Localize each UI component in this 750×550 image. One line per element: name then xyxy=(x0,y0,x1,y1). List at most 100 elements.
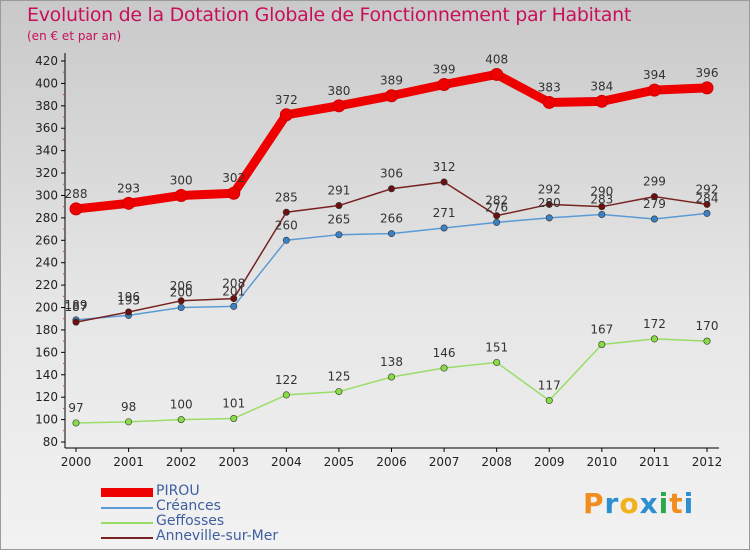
y-tick-label-240: 240 xyxy=(35,256,58,270)
y-tick-label-260: 260 xyxy=(35,233,58,247)
data-label-anneville-2006: 306 xyxy=(380,167,403,181)
x-tick-label-2012: 2012 xyxy=(692,455,723,469)
x-tick-label-2000: 2000 xyxy=(61,455,92,469)
data-label-geffosses-2012: 170 xyxy=(696,319,719,333)
data-label-anneville-2001: 196 xyxy=(117,290,140,304)
data-label-creances-2006: 266 xyxy=(380,212,403,226)
y-tick-label-200: 200 xyxy=(35,301,58,315)
point-pirou-2002 xyxy=(174,188,188,202)
point-anneville-2011 xyxy=(650,193,658,201)
legend-item-geffosses: Geffosses xyxy=(101,513,361,530)
x-tick-label-2009: 2009 xyxy=(534,455,565,469)
point-pirou-2010 xyxy=(595,94,609,108)
legend-item-pirou: PIROU xyxy=(101,483,361,500)
point-pirou-2006 xyxy=(385,89,398,103)
data-label-creances-2004: 260 xyxy=(275,218,298,232)
data-label-anneville-2003: 208 xyxy=(222,277,245,291)
point-geffosses-2011 xyxy=(650,335,658,343)
chart-title: Evolution de la Dotation Globale de Fonc… xyxy=(27,4,632,26)
point-anneville-2001 xyxy=(125,308,133,316)
data-label-creances-2009: 280 xyxy=(538,196,561,210)
point-geffosses-2010 xyxy=(598,341,606,349)
y-tick-label-300: 300 xyxy=(35,188,58,202)
point-pirou-2000 xyxy=(69,202,83,216)
data-label-pirou-2008: 408 xyxy=(485,52,508,66)
data-label-anneville-2012: 292 xyxy=(696,182,719,196)
point-geffosses-2007 xyxy=(440,364,448,372)
data-label-pirou-2010: 384 xyxy=(590,79,613,93)
x-tick-label-2007: 2007 xyxy=(429,455,460,469)
legend-item-creances: Créances xyxy=(101,498,361,515)
y-tick-label-360: 360 xyxy=(35,121,58,135)
data-label-creances-2001: 193 xyxy=(117,293,140,307)
x-tick-label-2006: 2006 xyxy=(376,455,407,469)
y-tick-label-100: 100 xyxy=(35,413,58,427)
point-creances-2012 xyxy=(703,209,711,217)
point-pirou-2003 xyxy=(227,186,241,200)
proxiti-letter: i xyxy=(658,487,670,520)
point-creances-2010 xyxy=(598,211,606,219)
data-label-geffosses-2004: 122 xyxy=(275,373,298,387)
y-tick-label-220: 220 xyxy=(35,278,58,292)
point-pirou-2011 xyxy=(647,83,661,97)
proxiti-letter: o xyxy=(619,487,640,520)
point-anneville-2006 xyxy=(387,185,395,193)
data-label-anneville-2010: 290 xyxy=(590,185,613,199)
point-creances-2003 xyxy=(230,302,238,310)
point-geffosses-2005 xyxy=(335,388,343,396)
data-label-geffosses-2009: 117 xyxy=(538,379,561,393)
x-tick-label-2001: 2001 xyxy=(113,455,144,469)
data-label-anneville-2009: 292 xyxy=(538,182,561,196)
point-pirou-2005 xyxy=(332,99,346,113)
legend-label-creances: Créances xyxy=(156,498,221,514)
x-tick-label-2011: 2011 xyxy=(639,455,670,469)
point-geffosses-2003 xyxy=(230,414,238,422)
data-label-geffosses-2008: 151 xyxy=(485,340,508,354)
x-tick-label-2002: 2002 xyxy=(166,455,197,469)
data-label-creances-2012: 284 xyxy=(696,191,719,205)
point-creances-2009 xyxy=(545,214,553,222)
point-pirou-2004 xyxy=(279,108,293,122)
point-pirou-2012 xyxy=(700,81,714,95)
data-label-pirou-2007: 399 xyxy=(433,63,456,77)
data-label-anneville-2011: 299 xyxy=(643,175,666,189)
y-tick-label-340: 340 xyxy=(35,144,58,158)
point-anneville-2002 xyxy=(177,297,185,305)
data-label-pirou-2004: 372 xyxy=(275,93,298,107)
data-label-creances-2010: 283 xyxy=(590,193,613,207)
legend-swatch-geffosses xyxy=(101,522,153,524)
data-labels-layer: 288 293 300 302 372 380 389 399 408 383 384 394 396 1… xyxy=(65,52,719,415)
data-label-pirou-2003: 302 xyxy=(222,171,245,185)
point-anneville-2005 xyxy=(335,202,343,210)
y-tick-label-400: 400 xyxy=(35,76,58,90)
legend-swatch-pirou xyxy=(101,488,153,497)
y-tick-label-180: 180 xyxy=(35,323,58,337)
axes: 80 100 120 140 160 180 200 220 240 260 280 300 320 34… xyxy=(35,53,722,469)
legend-label-anneville: Anneville-sur-Mer xyxy=(156,528,279,544)
point-creances-2004 xyxy=(282,236,290,244)
proxiti-letter: x xyxy=(639,487,659,520)
data-label-pirou-2011: 394 xyxy=(643,68,666,82)
point-pirou-2007 xyxy=(437,78,451,92)
point-pirou-2009 xyxy=(542,95,556,109)
data-label-geffosses-2005: 125 xyxy=(327,370,350,384)
data-label-pirou-2000: 288 xyxy=(65,187,88,201)
point-anneville-2003 xyxy=(230,295,238,303)
y-tick-label-320: 320 xyxy=(35,166,58,180)
point-pirou-2001 xyxy=(122,196,136,210)
point-anneville-2010 xyxy=(598,203,606,211)
x-tick-label-2008: 2008 xyxy=(481,455,512,469)
point-geffosses-2002 xyxy=(177,416,185,424)
point-geffosses-2000 xyxy=(72,419,80,427)
proxiti-letter: P xyxy=(583,487,605,520)
y-tick-label-80: 80 xyxy=(43,435,58,449)
legend-label-geffosses: Geffosses xyxy=(156,513,225,529)
data-label-creances-2011: 279 xyxy=(643,197,666,211)
point-anneville-2007 xyxy=(440,178,448,186)
data-label-anneville-2002: 206 xyxy=(170,279,193,293)
point-creances-2005 xyxy=(335,231,343,239)
x-tick-label-2003: 2003 xyxy=(218,455,249,469)
proxiti-letter: i xyxy=(683,487,695,520)
